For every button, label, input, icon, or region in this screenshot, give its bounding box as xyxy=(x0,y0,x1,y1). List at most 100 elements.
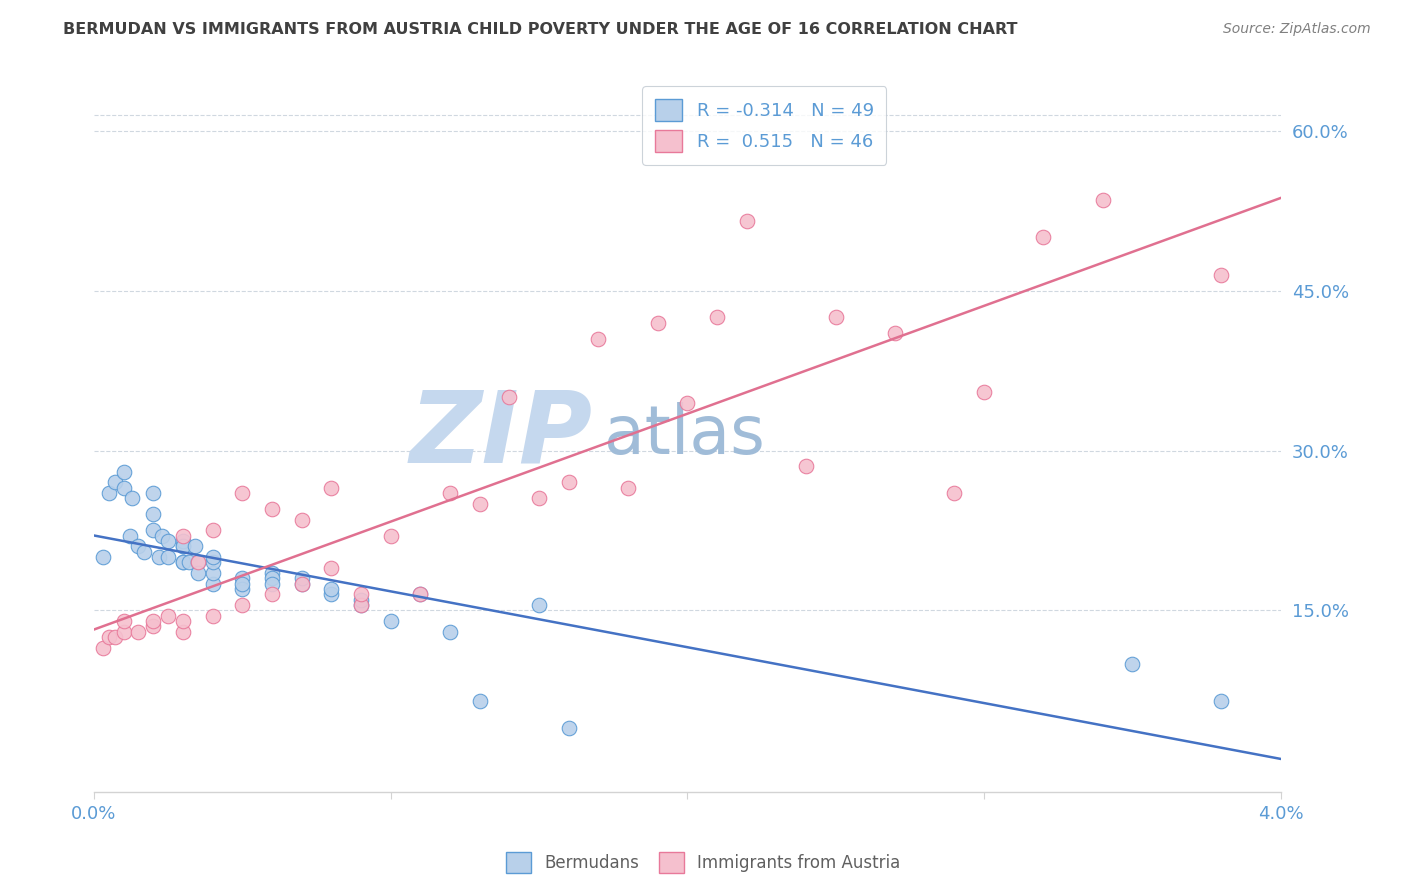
Point xyxy=(260,587,283,601)
Point xyxy=(231,486,253,500)
Point xyxy=(91,640,114,655)
Point xyxy=(201,524,224,538)
Point xyxy=(557,475,579,490)
Point xyxy=(350,598,373,612)
Point xyxy=(1121,657,1143,671)
Point xyxy=(321,587,343,601)
Point xyxy=(142,619,165,633)
Point xyxy=(1211,268,1233,282)
Point xyxy=(943,486,966,500)
Point xyxy=(291,513,314,527)
Point xyxy=(527,598,550,612)
Point xyxy=(142,508,165,522)
Point xyxy=(184,540,207,554)
Point xyxy=(884,326,907,341)
Point xyxy=(588,332,610,346)
Point xyxy=(231,582,253,596)
Point xyxy=(260,571,283,585)
Point xyxy=(231,571,253,585)
Point xyxy=(201,550,224,565)
Point xyxy=(104,630,127,644)
Point xyxy=(824,310,846,325)
Point xyxy=(172,556,194,570)
Point xyxy=(498,390,520,404)
Point xyxy=(231,598,253,612)
Point xyxy=(321,582,343,596)
Point xyxy=(291,571,314,585)
Point xyxy=(201,576,224,591)
Point xyxy=(172,614,194,628)
Point xyxy=(142,486,165,500)
Point xyxy=(380,614,402,628)
Point xyxy=(187,556,209,570)
Point xyxy=(735,214,758,228)
Point xyxy=(321,560,343,574)
Text: Source: ZipAtlas.com: Source: ZipAtlas.com xyxy=(1223,22,1371,37)
Point xyxy=(177,556,200,570)
Point xyxy=(91,550,114,565)
Point xyxy=(291,576,314,591)
Point xyxy=(706,310,728,325)
Point xyxy=(350,592,373,607)
Point xyxy=(260,566,283,580)
Point xyxy=(172,540,194,554)
Point xyxy=(157,534,180,549)
Point xyxy=(201,608,224,623)
Point xyxy=(157,608,180,623)
Point xyxy=(112,465,135,479)
Point xyxy=(157,550,180,565)
Point xyxy=(112,481,135,495)
Point xyxy=(350,587,373,601)
Point xyxy=(468,694,491,708)
Point xyxy=(409,587,432,601)
Point xyxy=(127,540,149,554)
Point xyxy=(187,566,209,580)
Point xyxy=(527,491,550,506)
Legend: Bermudans, Immigrants from Austria: Bermudans, Immigrants from Austria xyxy=(499,846,907,880)
Point xyxy=(104,475,127,490)
Point xyxy=(142,614,165,628)
Point xyxy=(172,534,194,549)
Point xyxy=(97,630,120,644)
Point xyxy=(409,587,432,601)
Point xyxy=(617,481,640,495)
Point xyxy=(201,556,224,570)
Point xyxy=(1091,193,1114,207)
Point xyxy=(172,529,194,543)
Point xyxy=(231,576,253,591)
Text: atlas: atlas xyxy=(605,401,765,467)
Point xyxy=(321,481,343,495)
Point xyxy=(260,502,283,516)
Point xyxy=(112,614,135,628)
Point xyxy=(439,486,461,500)
Point xyxy=(973,384,995,399)
Point xyxy=(647,316,669,330)
Point xyxy=(794,459,817,474)
Point xyxy=(350,598,373,612)
Point xyxy=(172,624,194,639)
Point xyxy=(134,545,156,559)
Point xyxy=(468,497,491,511)
Point xyxy=(172,540,194,554)
Point xyxy=(1211,694,1233,708)
Text: ZIP: ZIP xyxy=(409,386,592,483)
Point xyxy=(97,486,120,500)
Point xyxy=(118,529,141,543)
Point xyxy=(127,624,149,639)
Point xyxy=(142,524,165,538)
Point xyxy=(557,721,579,735)
Legend: R = -0.314   N = 49, R =  0.515   N = 46: R = -0.314 N = 49, R = 0.515 N = 46 xyxy=(643,87,886,165)
Point xyxy=(291,576,314,591)
Point xyxy=(187,556,209,570)
Point xyxy=(676,395,699,409)
Point xyxy=(439,624,461,639)
Point xyxy=(112,624,135,639)
Point xyxy=(150,529,173,543)
Point xyxy=(121,491,143,506)
Point xyxy=(380,529,402,543)
Point xyxy=(148,550,170,565)
Text: BERMUDAN VS IMMIGRANTS FROM AUSTRIA CHILD POVERTY UNDER THE AGE OF 16 CORRELATIO: BERMUDAN VS IMMIGRANTS FROM AUSTRIA CHIL… xyxy=(63,22,1018,37)
Point xyxy=(172,556,194,570)
Point xyxy=(1032,230,1054,244)
Point xyxy=(201,566,224,580)
